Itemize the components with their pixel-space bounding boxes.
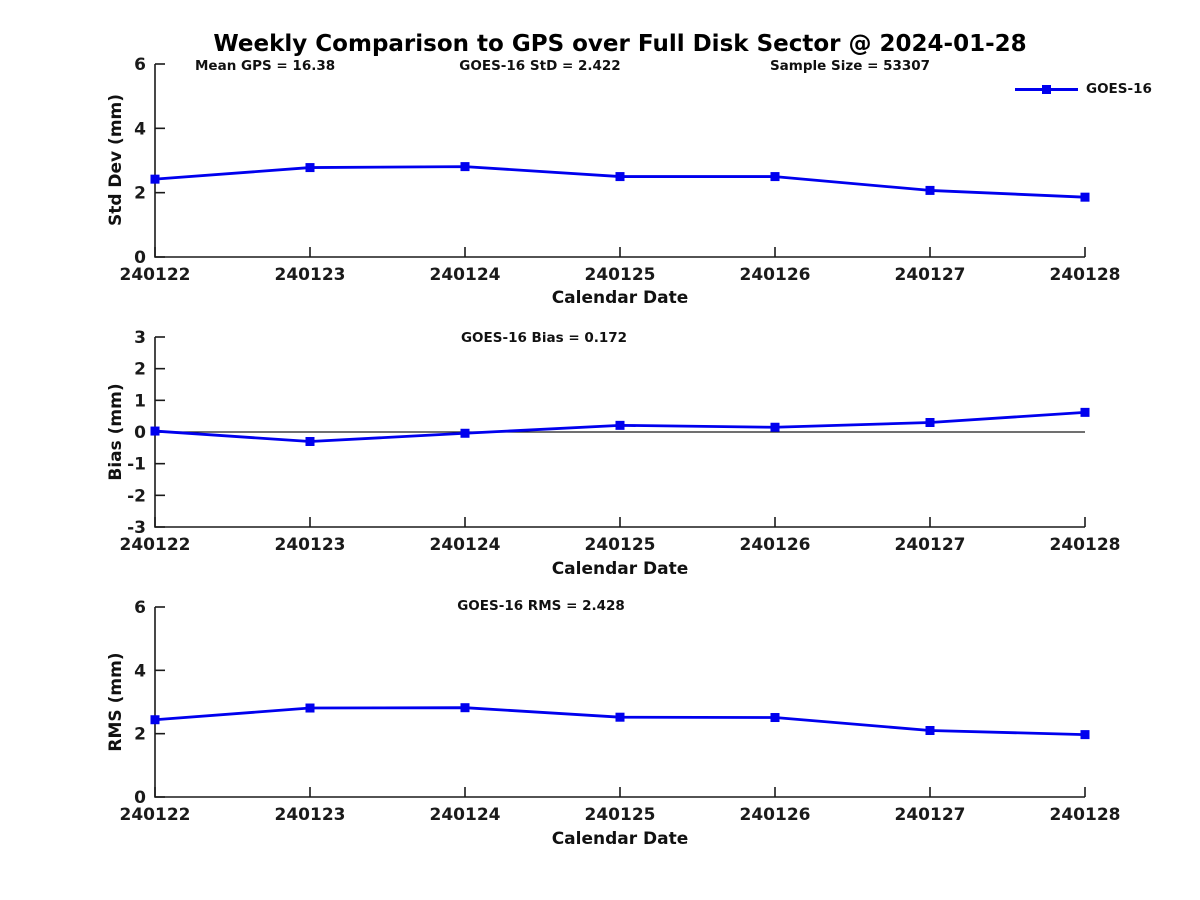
std-dev-x-tick-label: 240128 bbox=[1050, 265, 1121, 285]
bias-data-marker bbox=[150, 426, 160, 436]
std-dev-y-tick-label: 6 bbox=[134, 55, 146, 75]
legend-label: GOES-16 bbox=[1086, 81, 1152, 97]
annotation-goes16-bias: GOES-16 Bias = 0.172 bbox=[460, 330, 628, 346]
bias-x-tick-label: 240123 bbox=[275, 535, 346, 555]
legend: GOES-16 bbox=[1015, 80, 1152, 98]
std-dev-x-tick-label: 240126 bbox=[740, 265, 811, 285]
rms-data-marker bbox=[925, 726, 935, 735]
bias-y-tick-label: 0 bbox=[134, 423, 146, 443]
bias-data-marker bbox=[1080, 407, 1090, 417]
rms-axis bbox=[154, 607, 1085, 798]
bias-x-tick-label: 240125 bbox=[585, 535, 656, 555]
rms-data-marker bbox=[150, 715, 160, 725]
figure-title: Weekly Comparison to GPS over Full Disk … bbox=[213, 31, 1027, 57]
annotation-sample-size: Sample Size = 53307 bbox=[769, 58, 931, 74]
rms-y-tick-label: 6 bbox=[134, 598, 146, 618]
std-dev-y-tick-label: 4 bbox=[134, 119, 146, 139]
bias-x-tick-label: 240128 bbox=[1050, 535, 1121, 555]
bias-x-tick-label: 240126 bbox=[740, 535, 811, 555]
rms-data-marker bbox=[1080, 730, 1090, 740]
std-dev-data-marker bbox=[615, 172, 625, 182]
bias-data-marker bbox=[305, 437, 315, 446]
rms-x-tick-label: 240122 bbox=[120, 805, 191, 825]
legend-square-marker-icon bbox=[1042, 84, 1051, 94]
bias-y-tick-label: -3 bbox=[127, 518, 146, 538]
rms-data-marker bbox=[460, 703, 470, 713]
std-dev-x-tick-label: 240122 bbox=[120, 265, 191, 285]
legend-line-sample bbox=[1015, 84, 1078, 94]
bias-plot: -3 -2 -1 0 1 2 3 240122 240123 240124 240125 240126… bbox=[120, 328, 1121, 555]
rms-x-tick-label: 240125 bbox=[585, 805, 656, 825]
bias-y-tick-label: 2 bbox=[134, 360, 146, 380]
rms-x-axis-label: Calendar Date bbox=[551, 829, 689, 849]
rms-x-tick-label: 240123 bbox=[275, 805, 346, 825]
std-dev-data-marker bbox=[1080, 192, 1090, 202]
bias-data-marker bbox=[925, 418, 935, 427]
bias-data-marker bbox=[770, 422, 780, 432]
bias-data-marker bbox=[460, 428, 470, 438]
std-dev-data-marker bbox=[305, 163, 315, 173]
std-dev-data-marker bbox=[150, 174, 160, 184]
std-dev-x-tick-label: 240124 bbox=[430, 265, 501, 285]
std-dev-axis bbox=[154, 64, 1085, 258]
std-dev-y-tick-label: 2 bbox=[134, 184, 146, 204]
rms-plot: 0 2 4 6 240122 240123 240124 240125 240126 240127… bbox=[120, 598, 1121, 825]
std-dev-data-marker bbox=[770, 172, 780, 182]
std-dev-y-tick-label: 0 bbox=[134, 248, 146, 268]
rms-y-tick-label: 2 bbox=[134, 725, 146, 745]
rms-y-tick-label: 0 bbox=[134, 788, 146, 808]
bias-y-tick-label: -2 bbox=[127, 486, 146, 506]
annotation-goes16-std: GOES-16 StD = 2.422 bbox=[459, 58, 621, 74]
rms-data-marker bbox=[770, 713, 780, 723]
std-dev-plot: 0 2 4 6 240122 240123 240124 240125 240126 240127… bbox=[120, 55, 1121, 285]
rms-x-tick-label: 240124 bbox=[430, 805, 501, 825]
rms-data-marker bbox=[305, 703, 315, 713]
bias-x-tick-label: 240122 bbox=[120, 535, 191, 555]
stddev-x-axis-label: Calendar Date bbox=[551, 288, 689, 308]
std-dev-data-marker bbox=[925, 185, 935, 195]
annotation-goes16-rms: GOES-16 RMS = 2.428 bbox=[457, 598, 625, 614]
rms-x-tick-label: 240127 bbox=[895, 805, 966, 825]
std-dev-data-marker bbox=[460, 162, 470, 172]
bias-y-tick-label: 1 bbox=[134, 391, 146, 411]
rms-y-tick-label: 4 bbox=[134, 661, 146, 681]
rms-x-tick-label: 240128 bbox=[1050, 805, 1121, 825]
bias-y-tick-label: -1 bbox=[127, 455, 146, 475]
bias-x-tick-label: 240124 bbox=[430, 535, 501, 555]
std-dev-data-line bbox=[154, 165, 1086, 199]
rms-x-tick-label: 240126 bbox=[740, 805, 811, 825]
bias-x-axis-label: Calendar Date bbox=[551, 559, 689, 579]
std-dev-x-tick-label: 240125 bbox=[585, 265, 656, 285]
bias-y-tick-label: 3 bbox=[134, 328, 146, 348]
rms-data-marker bbox=[615, 712, 625, 722]
std-dev-x-tick-label: 240123 bbox=[275, 265, 346, 285]
std-dev-x-tick-label: 240127 bbox=[895, 265, 966, 285]
bias-x-tick-label: 240127 bbox=[895, 535, 966, 555]
bias-data-marker bbox=[615, 420, 625, 430]
annotation-mean-gps: Mean GPS = 16.38 bbox=[195, 58, 336, 74]
